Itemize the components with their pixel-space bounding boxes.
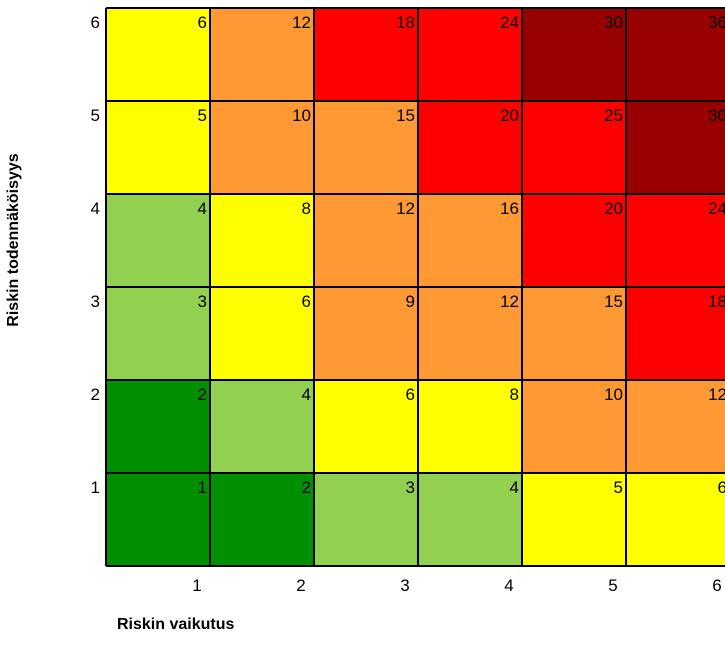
cell-value: 4 xyxy=(302,385,311,404)
y-tick-label: 2 xyxy=(91,385,100,404)
cell-value: 18 xyxy=(396,13,415,32)
y-tick-label: 1 xyxy=(91,478,100,497)
cell-value: 5 xyxy=(198,106,207,125)
cell-5-3 xyxy=(314,101,418,194)
cell-3-2 xyxy=(210,287,314,380)
cell-1-1 xyxy=(106,473,210,566)
cell-2-2 xyxy=(210,380,314,473)
cell-value: 30 xyxy=(708,106,725,125)
cell-value: 3 xyxy=(406,478,415,497)
cell-5-1 xyxy=(106,101,210,194)
cell-value: 16 xyxy=(500,199,519,218)
cell-1-2 xyxy=(210,473,314,566)
x-tick-label: 6 xyxy=(712,576,721,595)
cell-5-4 xyxy=(418,101,522,194)
cell-value: 12 xyxy=(396,199,415,218)
cell-value: 20 xyxy=(604,199,623,218)
cell-value: 4 xyxy=(198,199,207,218)
cell-3-1 xyxy=(106,287,210,380)
cell-6-1 xyxy=(106,8,210,101)
cell-6-5 xyxy=(522,8,626,101)
x-tick-label: 1 xyxy=(192,576,201,595)
cell-2-5 xyxy=(522,380,626,473)
cell-1-3 xyxy=(314,473,418,566)
x-tick-label: 3 xyxy=(400,576,409,595)
cell-value: 12 xyxy=(500,292,519,311)
cell-value: 12 xyxy=(708,385,725,404)
y-tick-label: 6 xyxy=(91,13,100,32)
cell-value: 5 xyxy=(614,478,623,497)
cell-3-6 xyxy=(626,287,725,380)
cell-2-6 xyxy=(626,380,725,473)
cell-2-3 xyxy=(314,380,418,473)
cell-value: 2 xyxy=(198,385,207,404)
cell-value: 24 xyxy=(708,199,725,218)
cell-value: 6 xyxy=(406,385,415,404)
cell-6-2 xyxy=(210,8,314,101)
cell-value: 8 xyxy=(510,385,519,404)
cell-4-1 xyxy=(106,194,210,287)
cell-value: 8 xyxy=(302,199,311,218)
cell-value: 9 xyxy=(406,292,415,311)
cell-value: 12 xyxy=(292,13,311,32)
cell-1-4 xyxy=(418,473,522,566)
cell-5-5 xyxy=(522,101,626,194)
cell-3-4 xyxy=(418,287,522,380)
cell-value: 18 xyxy=(708,292,725,311)
cell-value: 25 xyxy=(604,106,623,125)
x-axis-label: Riskin vaikutus xyxy=(117,616,235,633)
cell-value: 24 xyxy=(500,13,519,32)
x-tick-label: 5 xyxy=(608,576,617,595)
y-tick-label: 3 xyxy=(91,292,100,311)
y-axis-label: Riskin todennäköisyys xyxy=(5,153,22,327)
cell-value: 6 xyxy=(198,13,207,32)
cell-5-2 xyxy=(210,101,314,194)
cell-value: 15 xyxy=(604,292,623,311)
y-tick-label: 5 xyxy=(91,106,100,125)
cell-value: 20 xyxy=(500,106,519,125)
cell-value: 3 xyxy=(198,292,207,311)
cell-value: 36 xyxy=(708,13,725,32)
cell-3-5 xyxy=(522,287,626,380)
x-tick-label: 4 xyxy=(504,576,513,595)
cell-1-5 xyxy=(522,473,626,566)
cell-value: 10 xyxy=(292,106,311,125)
cell-6-4 xyxy=(418,8,522,101)
cell-4-6 xyxy=(626,194,725,287)
cell-value: 4 xyxy=(510,478,519,497)
cell-value: 1 xyxy=(198,478,207,497)
cell-value: 30 xyxy=(604,13,623,32)
cell-4-2 xyxy=(210,194,314,287)
cell-6-6 xyxy=(626,8,725,101)
cell-value: 6 xyxy=(302,292,311,311)
cell-4-5 xyxy=(522,194,626,287)
y-tick-label: 4 xyxy=(91,199,100,218)
cell-1-6 xyxy=(626,473,725,566)
cell-6-3 xyxy=(314,8,418,101)
cell-2-4 xyxy=(418,380,522,473)
cell-5-6 xyxy=(626,101,725,194)
cell-4-4 xyxy=(418,194,522,287)
x-tick-label: 2 xyxy=(296,576,305,595)
cell-4-3 xyxy=(314,194,418,287)
cell-2-1 xyxy=(106,380,210,473)
cell-3-3 xyxy=(314,287,418,380)
cell-value: 6 xyxy=(718,478,725,497)
cell-value: 10 xyxy=(604,385,623,404)
cell-value: 2 xyxy=(302,478,311,497)
cell-value: 15 xyxy=(396,106,415,125)
